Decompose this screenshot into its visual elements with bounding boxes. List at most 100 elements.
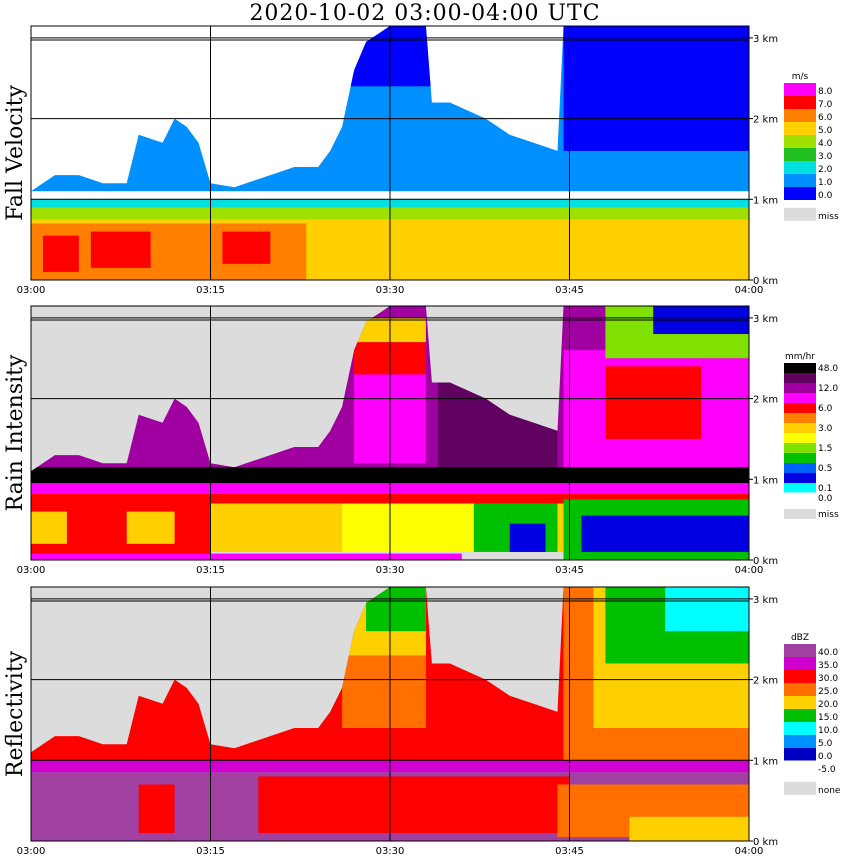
data-band xyxy=(90,231,151,268)
time-tick-label: 03:30 xyxy=(376,285,405,296)
height-tick-label: 2 km xyxy=(753,395,778,406)
chart-title: 2020-10-02 03:00-04:00 UTC xyxy=(249,1,601,26)
legend-swatch xyxy=(784,670,816,683)
legend-label: 48.0 xyxy=(818,364,838,374)
y-axis-label: Fall Velocity xyxy=(3,85,28,221)
data-band xyxy=(31,553,462,560)
legend-label: 6.0 xyxy=(818,404,833,414)
legend-swatch xyxy=(784,463,816,473)
time-tick-label: 03:45 xyxy=(555,565,584,576)
panel-3: 0 km 1 km 2 km 3 km 03:00 03:15 03:30 03:45 04:0… xyxy=(3,586,841,857)
legend-label: 1.5 xyxy=(818,444,832,454)
height-tick-label: 1 km xyxy=(753,756,778,767)
legend-label: 12.0 xyxy=(818,384,838,394)
legend-swatch xyxy=(783,492,817,504)
time-tick-label: 03:15 xyxy=(196,846,225,857)
panel-1: 0 km 1 km 2 km 3 km 03:00 03:15 03:30 03:45 04:0… xyxy=(3,25,839,296)
legend-swatch xyxy=(784,433,816,443)
legend-label: 5.0 xyxy=(818,126,833,136)
legend-swatch xyxy=(784,644,816,657)
y-axis-label: Reflectivity xyxy=(3,650,28,777)
data-band xyxy=(605,366,702,439)
height-tick-label: 1 km xyxy=(753,475,778,486)
data-band xyxy=(31,511,67,544)
grid xyxy=(31,306,749,560)
legend-swatch xyxy=(784,709,816,722)
time-tick-label: 03:45 xyxy=(555,846,584,857)
plot-frame xyxy=(30,25,750,281)
legend-swatch xyxy=(784,187,816,200)
time-tick-label: 03:15 xyxy=(196,565,225,576)
legend-swatch xyxy=(784,174,816,187)
legend-label: 25.0 xyxy=(818,687,838,697)
legend-swatch xyxy=(784,403,816,413)
legend-swatch xyxy=(784,443,816,453)
grid xyxy=(31,26,749,280)
data-band xyxy=(509,523,546,552)
legend-swatch xyxy=(784,122,816,135)
plot-frame xyxy=(30,586,750,842)
time-tick-label: 03:00 xyxy=(17,285,46,296)
height-tick-label: 3 km xyxy=(753,34,778,45)
height-tick-label: 3 km xyxy=(753,595,778,606)
data-band xyxy=(665,587,749,632)
legend-swatch xyxy=(784,207,816,221)
legend-label: 2.0 xyxy=(818,165,833,175)
data-band xyxy=(581,515,749,552)
legend-swatch xyxy=(784,83,816,96)
data-band xyxy=(258,776,570,833)
legend-swatch xyxy=(784,423,816,433)
legend-unit: m/s xyxy=(792,72,809,82)
legend-swatch xyxy=(784,148,816,161)
height-tick-label: 0 km xyxy=(753,276,778,287)
legend-swatch xyxy=(784,657,816,670)
legend-swatch xyxy=(784,373,816,383)
legend-label: -5.0 xyxy=(818,765,836,775)
time-tick-label: 03:00 xyxy=(17,846,46,857)
height-tick-label: 1 km xyxy=(753,195,778,206)
legend-label: miss xyxy=(818,212,839,222)
data-band xyxy=(222,231,271,264)
data-band xyxy=(126,511,175,544)
legend-swatch xyxy=(783,760,817,775)
time-tick-label: 03:15 xyxy=(196,285,225,296)
legend-label: 0.0 xyxy=(818,752,833,762)
legend-swatch xyxy=(784,781,816,795)
legend-unit: mm/hr xyxy=(785,352,815,362)
time-tick-label: 04:00 xyxy=(735,285,764,296)
legend-label: 40.0 xyxy=(818,648,838,658)
legend-swatch xyxy=(784,722,816,735)
legend-label: 1.0 xyxy=(818,178,833,188)
y-axis-label: Rain Intensity xyxy=(3,354,28,511)
panel-2: 0 km 1 km 2 km 3 km 03:00 03:15 03:30 03:45 04:0… xyxy=(3,305,839,576)
height-tick-label: 3 km xyxy=(753,314,778,325)
time-tick-label: 03:30 xyxy=(376,846,405,857)
legend-unit: dBZ xyxy=(791,633,809,643)
legend-label: 8.0 xyxy=(818,87,833,97)
legend-label: 0.0 xyxy=(818,494,833,504)
legend-label: 20.0 xyxy=(818,700,838,710)
legend-swatch xyxy=(784,363,816,373)
legend-label: miss xyxy=(818,510,839,520)
legend-label: 7.0 xyxy=(818,100,833,110)
legend-swatch xyxy=(784,383,816,393)
height-tick-label: 0 km xyxy=(753,556,778,567)
time-tick-label: 03:00 xyxy=(17,565,46,576)
legend-label: 5.0 xyxy=(818,739,833,749)
time-tick-label: 04:00 xyxy=(735,565,764,576)
legend-swatch xyxy=(784,393,816,403)
legend-label: 3.0 xyxy=(818,152,833,162)
legend-label: 0.1 xyxy=(818,484,832,494)
legend-label: 30.0 xyxy=(818,674,838,684)
legend-swatch xyxy=(784,483,816,493)
legend-swatch xyxy=(784,161,816,174)
legend-swatch xyxy=(784,748,816,761)
height-tick-label: 2 km xyxy=(753,115,778,126)
legend-swatch xyxy=(784,453,816,463)
legend-swatch xyxy=(784,135,816,148)
data-band xyxy=(138,784,175,833)
legend-label: 4.0 xyxy=(818,139,833,149)
data-band xyxy=(629,816,749,841)
height-tick-label: 0 km xyxy=(753,837,778,848)
